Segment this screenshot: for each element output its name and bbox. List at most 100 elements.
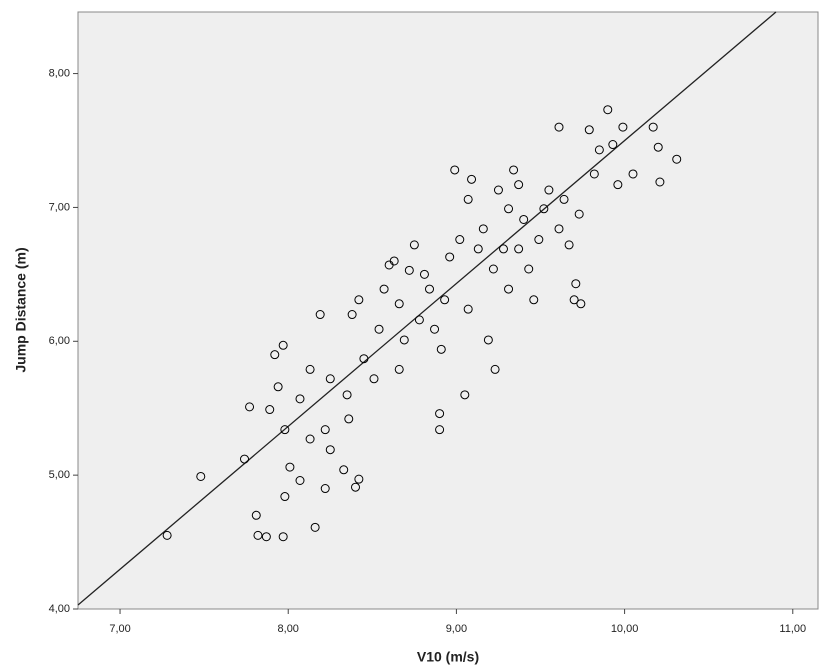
point bbox=[488, 264, 498, 274]
point bbox=[514, 244, 524, 254]
y-tick-label: 8,00 bbox=[49, 67, 70, 79]
point bbox=[325, 445, 335, 455]
point bbox=[369, 374, 379, 384]
point bbox=[539, 204, 549, 214]
point bbox=[483, 335, 493, 345]
point bbox=[574, 209, 584, 219]
point bbox=[529, 295, 539, 305]
point bbox=[295, 394, 305, 404]
point bbox=[430, 324, 440, 334]
point bbox=[419, 269, 429, 279]
point bbox=[504, 204, 514, 214]
point bbox=[347, 310, 357, 320]
point bbox=[325, 374, 335, 384]
point bbox=[270, 350, 280, 360]
point bbox=[253, 530, 263, 540]
point bbox=[589, 169, 599, 179]
fit-line bbox=[77, 11, 777, 606]
point bbox=[571, 279, 581, 289]
y-tick-label: 4,00 bbox=[49, 603, 70, 615]
point bbox=[463, 304, 473, 314]
point bbox=[344, 414, 354, 424]
point bbox=[280, 425, 290, 435]
point bbox=[534, 235, 544, 245]
point bbox=[315, 310, 325, 320]
point bbox=[162, 530, 172, 540]
x-tick-label: 11,00 bbox=[779, 623, 806, 635]
point bbox=[455, 235, 465, 245]
point bbox=[342, 390, 352, 400]
point bbox=[559, 194, 569, 204]
point bbox=[245, 402, 255, 412]
point bbox=[404, 265, 414, 275]
point bbox=[509, 165, 519, 175]
point bbox=[594, 145, 604, 155]
point bbox=[564, 240, 574, 250]
point bbox=[374, 324, 384, 334]
point bbox=[467, 174, 477, 184]
y-axis-title: Jump Distance (m) bbox=[13, 247, 29, 372]
point bbox=[445, 252, 455, 262]
point bbox=[425, 284, 434, 294]
plot-area bbox=[77, 11, 819, 610]
point bbox=[440, 295, 450, 305]
point bbox=[305, 434, 315, 444]
point bbox=[273, 382, 283, 392]
point bbox=[310, 522, 320, 532]
point bbox=[490, 364, 500, 374]
y-tick-label: 7,00 bbox=[49, 201, 70, 213]
point bbox=[280, 492, 290, 502]
point bbox=[435, 409, 445, 419]
point bbox=[305, 364, 315, 374]
point bbox=[628, 169, 638, 179]
point bbox=[278, 340, 288, 350]
point bbox=[394, 299, 404, 309]
point bbox=[295, 475, 305, 485]
point bbox=[672, 154, 682, 164]
point bbox=[359, 354, 369, 364]
point bbox=[554, 122, 564, 132]
point bbox=[478, 224, 488, 234]
point bbox=[613, 180, 623, 190]
point bbox=[351, 482, 360, 492]
point bbox=[463, 194, 473, 204]
point bbox=[544, 185, 554, 195]
point bbox=[278, 532, 288, 542]
point bbox=[261, 532, 271, 542]
point bbox=[554, 224, 564, 234]
x-tick-label: 7,00 bbox=[109, 623, 130, 635]
point bbox=[379, 284, 389, 294]
point bbox=[655, 177, 665, 187]
point bbox=[648, 122, 658, 132]
y-tick-label: 5,00 bbox=[49, 469, 70, 481]
point bbox=[389, 256, 399, 266]
point bbox=[514, 180, 524, 190]
point bbox=[504, 284, 514, 294]
x-tick-label: 9,00 bbox=[446, 623, 467, 635]
point bbox=[394, 364, 404, 374]
point bbox=[653, 142, 663, 152]
point bbox=[450, 165, 460, 175]
x-tick-label: 10,00 bbox=[611, 623, 639, 635]
point bbox=[320, 484, 330, 494]
point bbox=[584, 125, 594, 135]
point bbox=[493, 185, 503, 195]
point bbox=[285, 462, 295, 472]
point bbox=[414, 315, 424, 325]
x-tick-label: 8,00 bbox=[278, 623, 299, 635]
point bbox=[339, 465, 349, 475]
point bbox=[499, 244, 508, 254]
point bbox=[569, 295, 579, 305]
point bbox=[196, 471, 206, 481]
point bbox=[519, 214, 529, 224]
point bbox=[240, 454, 249, 464]
point bbox=[473, 244, 483, 254]
point bbox=[354, 474, 364, 484]
point bbox=[524, 264, 534, 274]
point bbox=[618, 122, 628, 132]
x-axis-title: V10 (m/s) bbox=[417, 649, 479, 665]
point bbox=[354, 295, 364, 305]
point bbox=[608, 140, 618, 150]
point bbox=[409, 240, 419, 250]
